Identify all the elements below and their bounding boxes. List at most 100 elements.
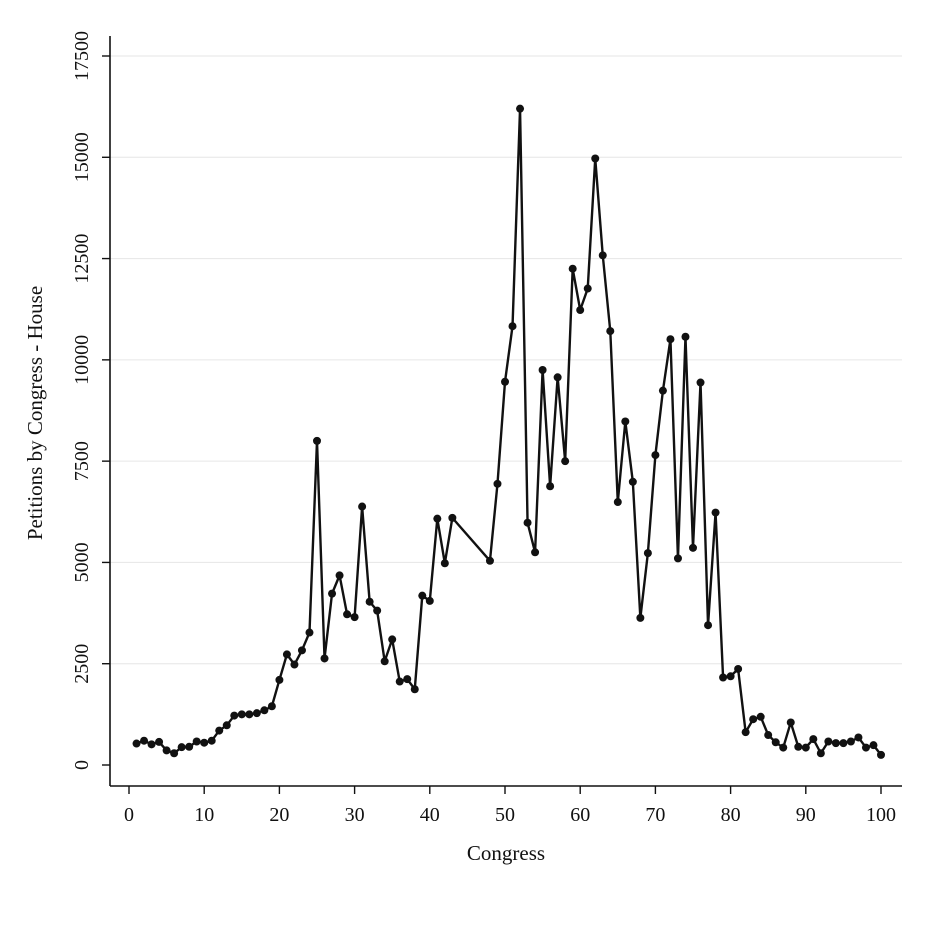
y-tick-label-15000: 15000 — [71, 132, 93, 182]
data-point-21 — [282, 650, 291, 659]
data-point-26 — [320, 654, 329, 663]
data-point-1 — [132, 739, 141, 748]
data-point-65 — [613, 498, 622, 507]
data-point-51 — [508, 322, 517, 331]
data-point-18 — [260, 706, 269, 715]
data-point-85 — [764, 731, 773, 740]
y-tick-label-0: 0 — [71, 760, 93, 770]
data-point-52 — [516, 104, 525, 113]
data-point-63 — [598, 251, 607, 260]
data-point-93 — [824, 737, 833, 746]
data-point-66 — [621, 417, 630, 426]
x-axis: 0 10 20 30 40 50 60 70 80 90 100 — [110, 785, 902, 826]
data-point-22 — [290, 660, 299, 669]
y-tick-label-2500: 2500 — [71, 644, 93, 684]
data-point-23 — [297, 646, 306, 655]
data-point-74 — [681, 332, 690, 341]
data-point-5 — [162, 746, 171, 755]
data-point-53 — [523, 518, 532, 527]
x-axis-title: Congress — [467, 841, 545, 865]
data-point-19 — [267, 702, 276, 711]
data-point-39 — [418, 591, 427, 600]
data-point-73 — [673, 554, 682, 563]
data-point-84 — [756, 712, 765, 721]
x-tick-label-80: 80 — [721, 804, 741, 826]
data-point-27 — [328, 589, 337, 598]
data-point-24 — [305, 628, 314, 637]
data-point-4 — [155, 737, 164, 746]
data-point-70 — [651, 451, 660, 460]
data-point-62 — [591, 154, 600, 163]
y-tick-label-7500: 7500 — [71, 441, 93, 481]
data-point-17 — [252, 709, 261, 718]
data-point-15 — [237, 710, 246, 719]
data-point-95 — [839, 739, 848, 748]
data-point-72 — [666, 335, 675, 344]
data-point-58 — [561, 457, 570, 466]
data-point-81 — [734, 664, 743, 673]
data-point-94 — [831, 739, 840, 748]
data-point-56 — [546, 482, 555, 491]
series-line-0 — [136, 107, 882, 756]
x-tick-label-70: 70 — [645, 804, 665, 826]
data-point-96 — [846, 737, 855, 746]
data-point-55 — [538, 365, 547, 374]
data-point-75 — [689, 543, 697, 552]
y-tick-label-5000: 5000 — [71, 542, 93, 582]
data-point-42 — [440, 559, 449, 568]
data-point-91 — [809, 735, 818, 744]
x-tick-label-50: 50 — [495, 804, 515, 826]
y-tick-label-12500: 12500 — [71, 234, 93, 284]
data-point-49 — [493, 479, 502, 488]
data-point-35 — [388, 635, 397, 644]
data-point-77 — [704, 621, 713, 630]
x-tick-label-60: 60 — [570, 804, 590, 826]
data-point-78 — [711, 508, 720, 517]
x-tick-label-30: 30 — [345, 804, 365, 826]
data-point-38 — [410, 685, 419, 694]
y-axis-title: Petitions by Congress - House — [23, 286, 47, 540]
data-point-2 — [140, 736, 149, 745]
x-tick-label-10: 10 — [194, 804, 214, 826]
x-tick-label-40: 40 — [420, 804, 440, 826]
data-point-40 — [425, 596, 434, 605]
data-point-7 — [177, 743, 186, 752]
data-point-6 — [170, 749, 179, 758]
data-point-69 — [643, 549, 652, 558]
x-tick-label-100: 100 — [866, 804, 896, 826]
data-point-79 — [719, 673, 728, 682]
data-point-33 — [373, 606, 382, 615]
data-point-60 — [576, 306, 585, 315]
data-point-67 — [628, 477, 637, 486]
y-tick-label-10000: 10000 — [71, 335, 93, 385]
x-tick-label-90: 90 — [796, 804, 816, 826]
series-petitions — [132, 104, 885, 759]
data-point-30 — [350, 613, 359, 622]
data-point-14 — [230, 711, 239, 720]
data-point-100 — [877, 750, 885, 759]
data-point-32 — [365, 597, 374, 606]
data-point-99 — [869, 741, 878, 750]
data-point-13 — [222, 721, 231, 730]
data-point-48 — [485, 556, 494, 565]
data-point-16 — [245, 710, 254, 719]
data-point-50 — [501, 377, 509, 386]
x-tick-label-20: 20 — [269, 804, 289, 826]
data-point-12 — [215, 726, 224, 735]
data-point-92 — [816, 749, 825, 758]
data-point-28 — [335, 571, 344, 580]
data-point-87 — [779, 743, 788, 752]
data-point-98 — [861, 743, 870, 752]
data-point-10 — [200, 738, 209, 747]
data-point-9 — [192, 737, 201, 746]
data-point-31 — [358, 502, 367, 511]
data-point-8 — [185, 742, 194, 751]
data-point-25 — [313, 436, 321, 445]
data-point-29 — [343, 610, 352, 619]
data-point-61 — [583, 284, 592, 293]
data-point-83 — [749, 715, 758, 724]
data-point-64 — [606, 327, 615, 336]
y-axis: 0 2500 5000 7500 10000 12500 15000 17500 — [71, 31, 111, 786]
data-point-34 — [380, 657, 389, 666]
